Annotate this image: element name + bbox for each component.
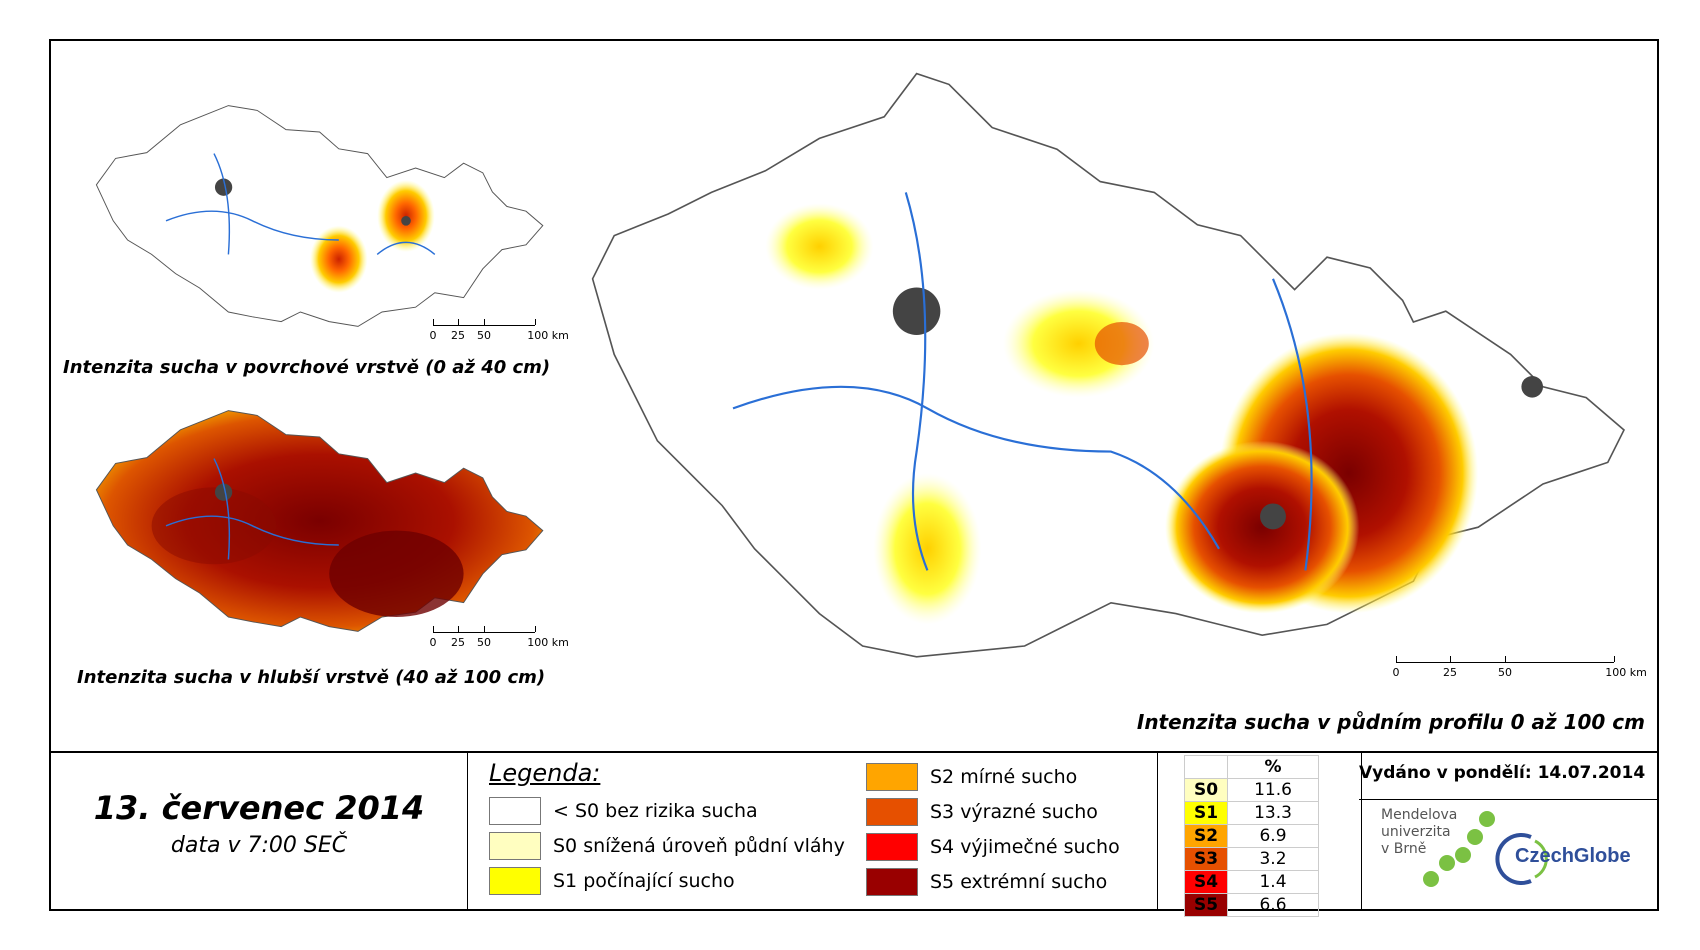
issued-date: Vydáno v pondělí: 14.07.2014 [1359,763,1646,783]
scalebar-profile: 0 25 50 100 km [1392,656,1647,682]
percent-value: 13.3 [1227,801,1319,825]
percent-key: S3 [1184,847,1228,871]
percent-value: 1.4 [1227,870,1319,894]
legend-swatch [489,797,541,825]
scale-label: 25 [451,329,465,342]
legend-item: S0 snížená úroveň půdní vláhy [489,832,845,860]
mendel-university-logo: Mendelova univerzita v Brně [1381,807,1495,887]
map-full-profile [571,61,1651,691]
map-deep-layer [65,401,555,641]
legend-label: S4 výjimečné sucho [930,836,1120,858]
table-row: S3 3.2 [1184,847,1319,871]
legend-item: S3 výrazné sucho [866,798,1098,826]
legend-label: S0 snížená úroveň půdní vláhy [553,835,845,857]
percent-header: % [1227,755,1319,779]
percent-key: S4 [1184,870,1228,894]
legend-swatch [489,832,541,860]
scalebar-deep: 0 25 50 100 km [429,626,583,652]
legend-label: < S0 bez rizika sucha [553,800,758,822]
percent-key: S5 [1184,893,1228,917]
logo-text: univerzita [1381,824,1451,840]
caption-surface-map: Intenzita sucha v povrchové vrstvě (0 až… [63,357,551,378]
table-row: S1 13.3 [1184,801,1319,825]
legend-label: S1 počínající sucho [553,870,735,892]
legend-item: S1 počínající sucho [489,867,735,895]
scale-label: 0 [1392,666,1400,679]
legend-label: S3 výrazné sucho [930,801,1098,823]
scale-label: 0 [429,329,437,342]
legend-item: S4 výjimečné sucho [866,833,1120,861]
scale-label: 100 km [1605,666,1647,679]
table-row: S5 6.6 [1184,893,1319,917]
table-row: S4 1.4 [1184,870,1319,894]
map-frame: 0 25 50 100 km Intenzita sucha v povrcho… [49,39,1659,917]
legend-label: S5 extrémní sucho [930,871,1108,893]
legend-title: Legenda: [489,759,601,787]
caption-profile-map: Intenzita sucha v půdním profilu 0 až 10… [1136,710,1645,734]
scale-label: 100 km [527,329,569,342]
date-title: 13. červenec 2014 [93,789,425,827]
legend-item: S5 extrémní sucho [866,868,1107,896]
scale-label: 50 [477,329,491,342]
scale-label: 25 [451,636,465,649]
legend-swatch [866,763,918,791]
legend-swatch [866,833,918,861]
percent-key: S2 [1184,824,1228,848]
scale-label: 25 [1443,666,1457,679]
legend-label: S2 mírné sucho [930,766,1078,788]
map-surface-layer [65,96,555,336]
legend-item: S2 mírné sucho [866,763,1077,791]
scale-label: 100 km [527,636,569,649]
legend-swatch [866,798,918,826]
table-row: S0 11.6 [1184,778,1319,802]
scale-label: 50 [1498,666,1512,679]
scale-label: 50 [477,636,491,649]
divider [1361,753,1362,911]
percent-table: % S0 11.6 S1 13.3 S2 6.9 S3 3.2 S4 1.4 [1184,755,1319,917]
czechglobe-logo: CzechGlobe [1491,831,1641,887]
percent-key: S1 [1184,801,1228,825]
legend-swatch [866,868,918,896]
info-panel: 13. červenec 2014 data v 7:00 SEČ Legend… [51,751,1657,917]
caption-deep-map: Intenzita sucha v hlubší vrstvě (40 až 1… [77,667,546,688]
percent-value: 6.9 [1227,824,1319,848]
scale-label: 0 [429,636,437,649]
logo-text: v Brně [1381,841,1427,857]
scalebar-surface: 0 25 50 100 km [429,319,583,345]
percent-value: 6.6 [1227,893,1319,917]
percent-value: 3.2 [1227,847,1319,871]
percent-key: S0 [1184,778,1228,802]
logo-text: Mendelova [1381,807,1458,823]
czechglobe-text: CzechGlobe [1515,845,1631,867]
mendel-dots-icon [1423,811,1495,887]
date-subtitle: data v 7:00 SEČ [170,833,348,858]
percent-value: 11.6 [1227,778,1319,802]
legend-swatch [489,867,541,895]
legend-item: < S0 bez rizika sucha [489,797,758,825]
table-row: S2 6.9 [1184,824,1319,848]
